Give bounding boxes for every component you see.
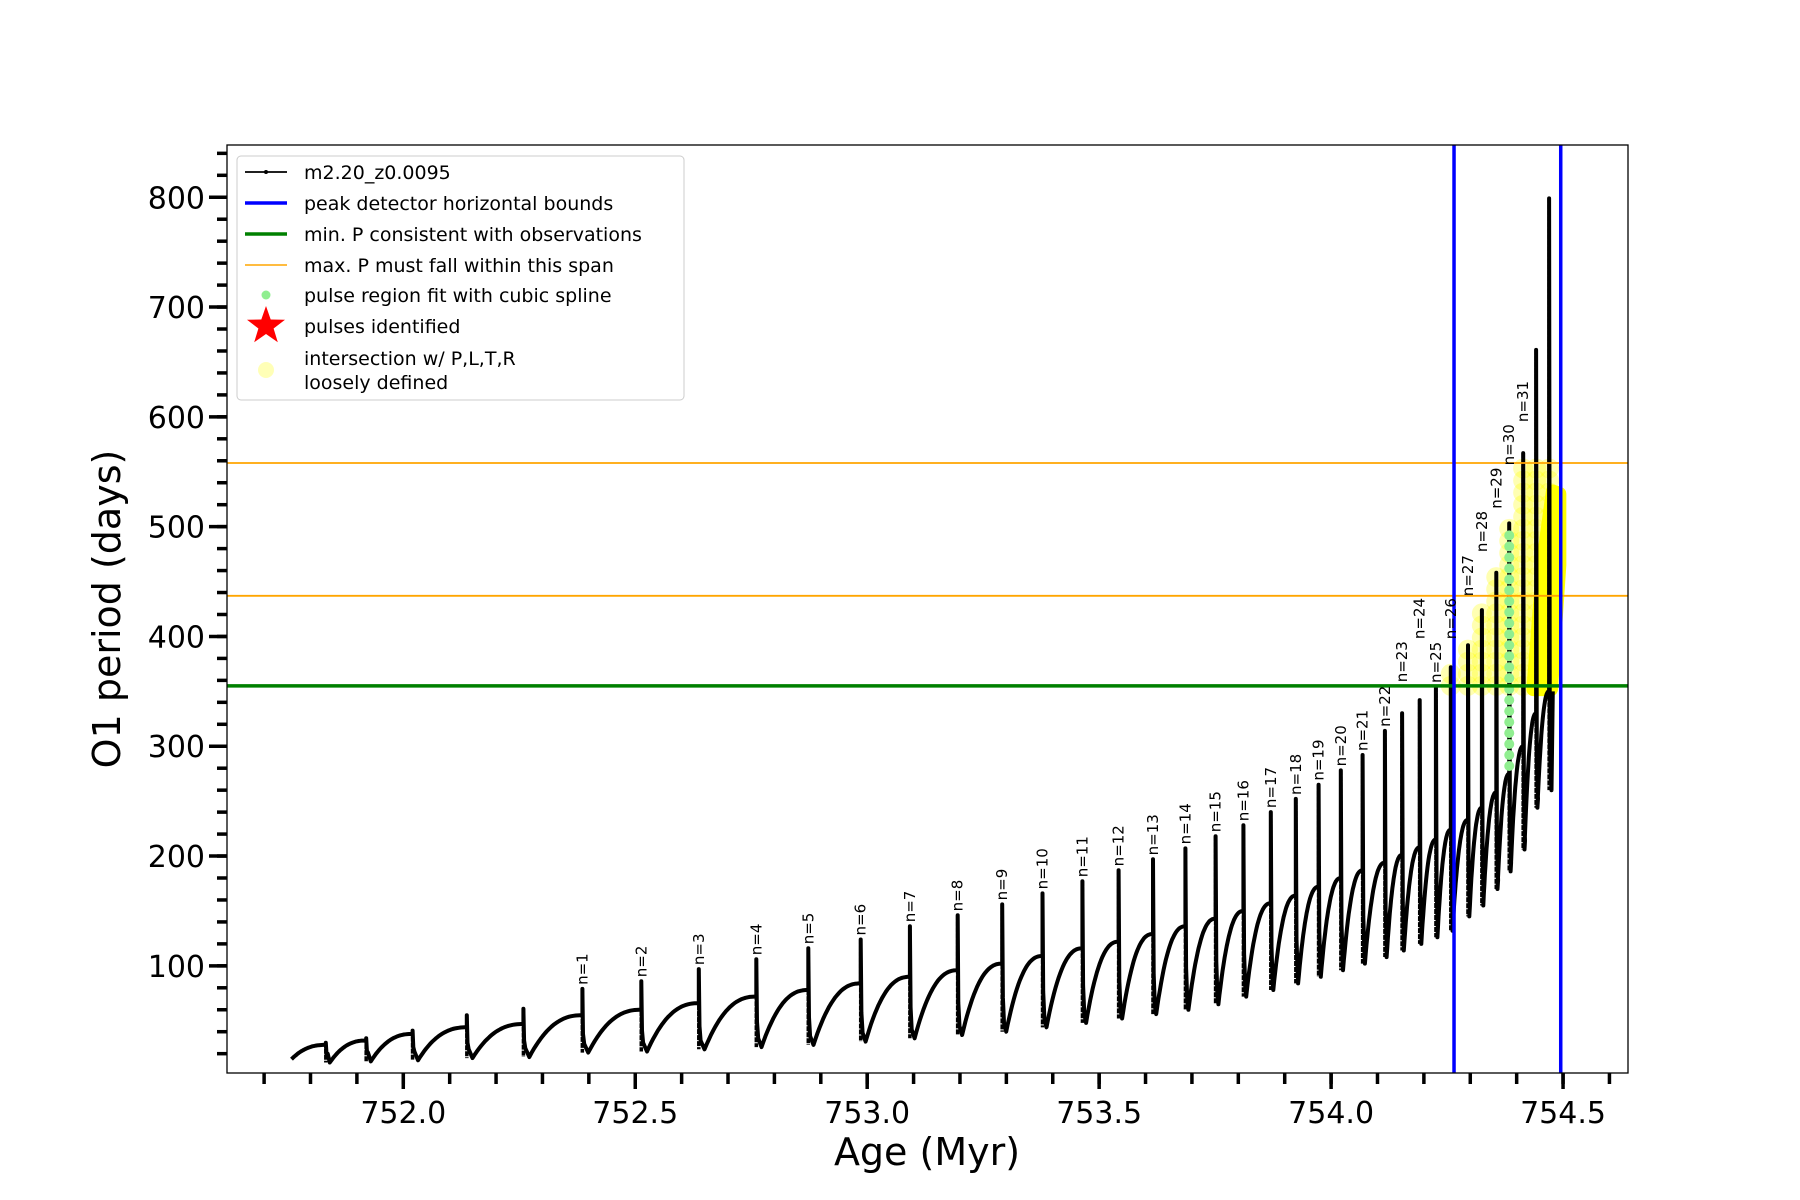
legend-label: loosely defined xyxy=(304,372,448,394)
legend-item: m2.20_z0.0095 xyxy=(245,162,451,184)
spline-fit-point xyxy=(1504,673,1515,684)
pulse-label: n=25 xyxy=(1427,642,1445,683)
legend-marker-dot-icon xyxy=(264,170,268,174)
pulse-label: n=23 xyxy=(1393,641,1411,682)
spline-fit-point xyxy=(1504,552,1515,563)
legend-label: max. P must fall within this span xyxy=(304,255,614,277)
y-tick-label: 700 xyxy=(148,291,205,326)
pulse-label: n=20 xyxy=(1332,725,1350,766)
pulse-label: n=12 xyxy=(1110,825,1128,866)
legend-item: max. P must fall within this span xyxy=(245,255,614,277)
pulse-label: n=6 xyxy=(852,904,870,936)
pulse-label: n=15 xyxy=(1207,791,1225,832)
spline-fit-point xyxy=(1504,706,1515,717)
spline-fit-point xyxy=(1504,651,1515,662)
pulse-label: n=16 xyxy=(1234,780,1252,821)
y-tick-label: 100 xyxy=(148,950,205,985)
pulse-labels-layer: n=1 n=2 n=3 n=4 n=5 n=6 n=7 n=8 n=9 n=10 n=11 n=12 n… xyxy=(573,381,1532,985)
spline-fit-point xyxy=(1504,618,1515,629)
pulse-label: n=22 xyxy=(1376,686,1394,727)
pulse-label: n=5 xyxy=(799,913,817,945)
x-tick-label: 752.0 xyxy=(360,1096,446,1131)
legend-item: peak detector horizontal bounds xyxy=(245,193,613,215)
legend-frame xyxy=(236,155,685,401)
pulse-label: n=24 xyxy=(1411,598,1429,639)
x-tick-label: 754.5 xyxy=(1520,1096,1606,1131)
pulse-label: n=19 xyxy=(1310,740,1328,781)
legend-circle-icon xyxy=(258,362,274,378)
legend-item: pulses identified xyxy=(247,306,460,343)
pulse-label: n=10 xyxy=(1034,848,1052,889)
y-tick-label: 200 xyxy=(148,840,205,875)
y-axis-label: O1 period (days) xyxy=(85,450,129,769)
pulse-label: n=30 xyxy=(1500,424,1518,465)
x-tick-label: 753.5 xyxy=(1056,1096,1142,1131)
spline-fit-point xyxy=(1504,541,1515,552)
pulse-label: n=13 xyxy=(1144,814,1162,855)
pulse-label: n=27 xyxy=(1459,555,1477,596)
legend-label: peak detector horizontal bounds xyxy=(304,193,613,215)
spline-fit-layer xyxy=(1504,530,1515,772)
y-tick-label: 300 xyxy=(148,730,205,765)
x-tick-label: 754.0 xyxy=(1288,1096,1374,1131)
curve-layer xyxy=(290,196,1555,1065)
pulse-label: n=1 xyxy=(573,953,591,985)
spline-fit-point xyxy=(1504,629,1515,640)
spline-fit-point xyxy=(1504,717,1515,728)
x-tick-label: 753.0 xyxy=(824,1096,910,1131)
y-tick-label: 600 xyxy=(148,401,205,436)
legend-item: min. P consistent with observations xyxy=(245,224,642,246)
y-tick-label: 800 xyxy=(148,181,205,216)
spline-fit-point xyxy=(1504,750,1515,761)
reference-lines-layer xyxy=(227,145,1628,1073)
pulse-label: n=26 xyxy=(1442,598,1460,639)
series-curve xyxy=(290,196,1555,1065)
spline-fit-point xyxy=(1504,761,1515,772)
legend-label: intersection w/ P,L,T,R xyxy=(304,348,516,370)
pulse-label: n=4 xyxy=(747,924,765,956)
pulse-label: n=29 xyxy=(1487,468,1505,509)
legend-star-icon xyxy=(247,306,285,343)
spline-fit-point xyxy=(1504,563,1515,574)
pulse-label: n=2 xyxy=(632,946,650,978)
spline-fit-point xyxy=(1504,607,1515,618)
pulse-label: n=21 xyxy=(1354,710,1372,751)
pulse-label: n=9 xyxy=(993,869,1011,901)
legend-label: min. P consistent with observations xyxy=(304,224,642,246)
spline-fit-point xyxy=(1504,662,1515,673)
pulse-label: n=7 xyxy=(901,891,919,923)
spline-fit-point xyxy=(1504,640,1515,651)
pulse-label: n=8 xyxy=(949,880,967,912)
pulse-label: n=14 xyxy=(1176,803,1194,844)
spline-fit-point xyxy=(1504,596,1515,607)
pulse-label: n=3 xyxy=(690,934,708,966)
legend-dot-icon xyxy=(261,290,271,300)
spline-fit-point xyxy=(1504,530,1515,541)
y-tick-label: 500 xyxy=(148,511,205,546)
pulse-label: n=17 xyxy=(1262,767,1280,808)
spline-fit-point xyxy=(1504,695,1515,706)
pulse-label: n=31 xyxy=(1514,381,1532,422)
legend-item: pulse region fit with cubic spline xyxy=(261,285,612,307)
x-tick-label: 752.5 xyxy=(592,1096,678,1131)
y-tick-label: 400 xyxy=(148,620,205,655)
legend-label: pulses identified xyxy=(304,316,460,338)
pulse-label: n=18 xyxy=(1287,754,1305,795)
plot-frame xyxy=(226,144,1629,1074)
spline-fit-point xyxy=(1504,728,1515,739)
legend-label: pulse region fit with cubic spline xyxy=(304,285,612,307)
spline-fit-point xyxy=(1504,739,1515,750)
pulse-label: n=28 xyxy=(1473,511,1491,552)
axes-layer: 752.0 752.5 753.0 753.5 754.0 754.5 100 200 300 4… xyxy=(148,151,1612,1131)
x-axis-label: Age (Myr) xyxy=(834,1130,1020,1174)
legend-label: m2.20_z0.0095 xyxy=(304,162,451,184)
spline-fit-point xyxy=(1504,585,1515,596)
spline-fit-point xyxy=(1504,574,1515,585)
pulse-label: n=11 xyxy=(1073,836,1091,877)
